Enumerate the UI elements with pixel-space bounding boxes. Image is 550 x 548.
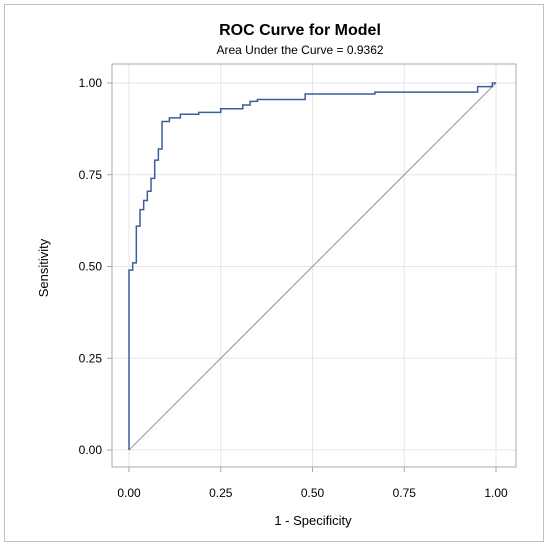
plot-area-border xyxy=(111,63,517,468)
chart-frame xyxy=(4,4,544,542)
x-axis-label: 1 - Specificity xyxy=(274,513,352,528)
chart-title: ROC Curve for Model xyxy=(219,22,381,39)
y-axis-label: Sensitivity xyxy=(36,238,51,297)
x-tick-label: 0.00 xyxy=(117,486,141,500)
roc-curve-line xyxy=(128,82,496,450)
reference-diagonal-line xyxy=(128,82,497,451)
y-tick-label: 0.50 xyxy=(79,260,103,274)
y-tick-label: 0.75 xyxy=(79,168,103,182)
x-tick-label: 1.00 xyxy=(484,486,508,500)
x-tick-label: 0.75 xyxy=(393,486,417,500)
x-tick-label: 0.25 xyxy=(209,486,233,500)
y-tick-label: 1.00 xyxy=(79,76,103,90)
axis-ticks: 0.00 0.25 0.50 0.75 1.00 0.00 0.25 0.50 0.75 1.00 xyxy=(79,76,508,500)
y-tick-label: 0.00 xyxy=(79,443,103,457)
chart-subtitle: Area Under the Curve = 0.9362 xyxy=(216,43,383,57)
y-tick-label: 0.25 xyxy=(79,351,103,365)
x-tick-label: 0.50 xyxy=(301,486,325,500)
